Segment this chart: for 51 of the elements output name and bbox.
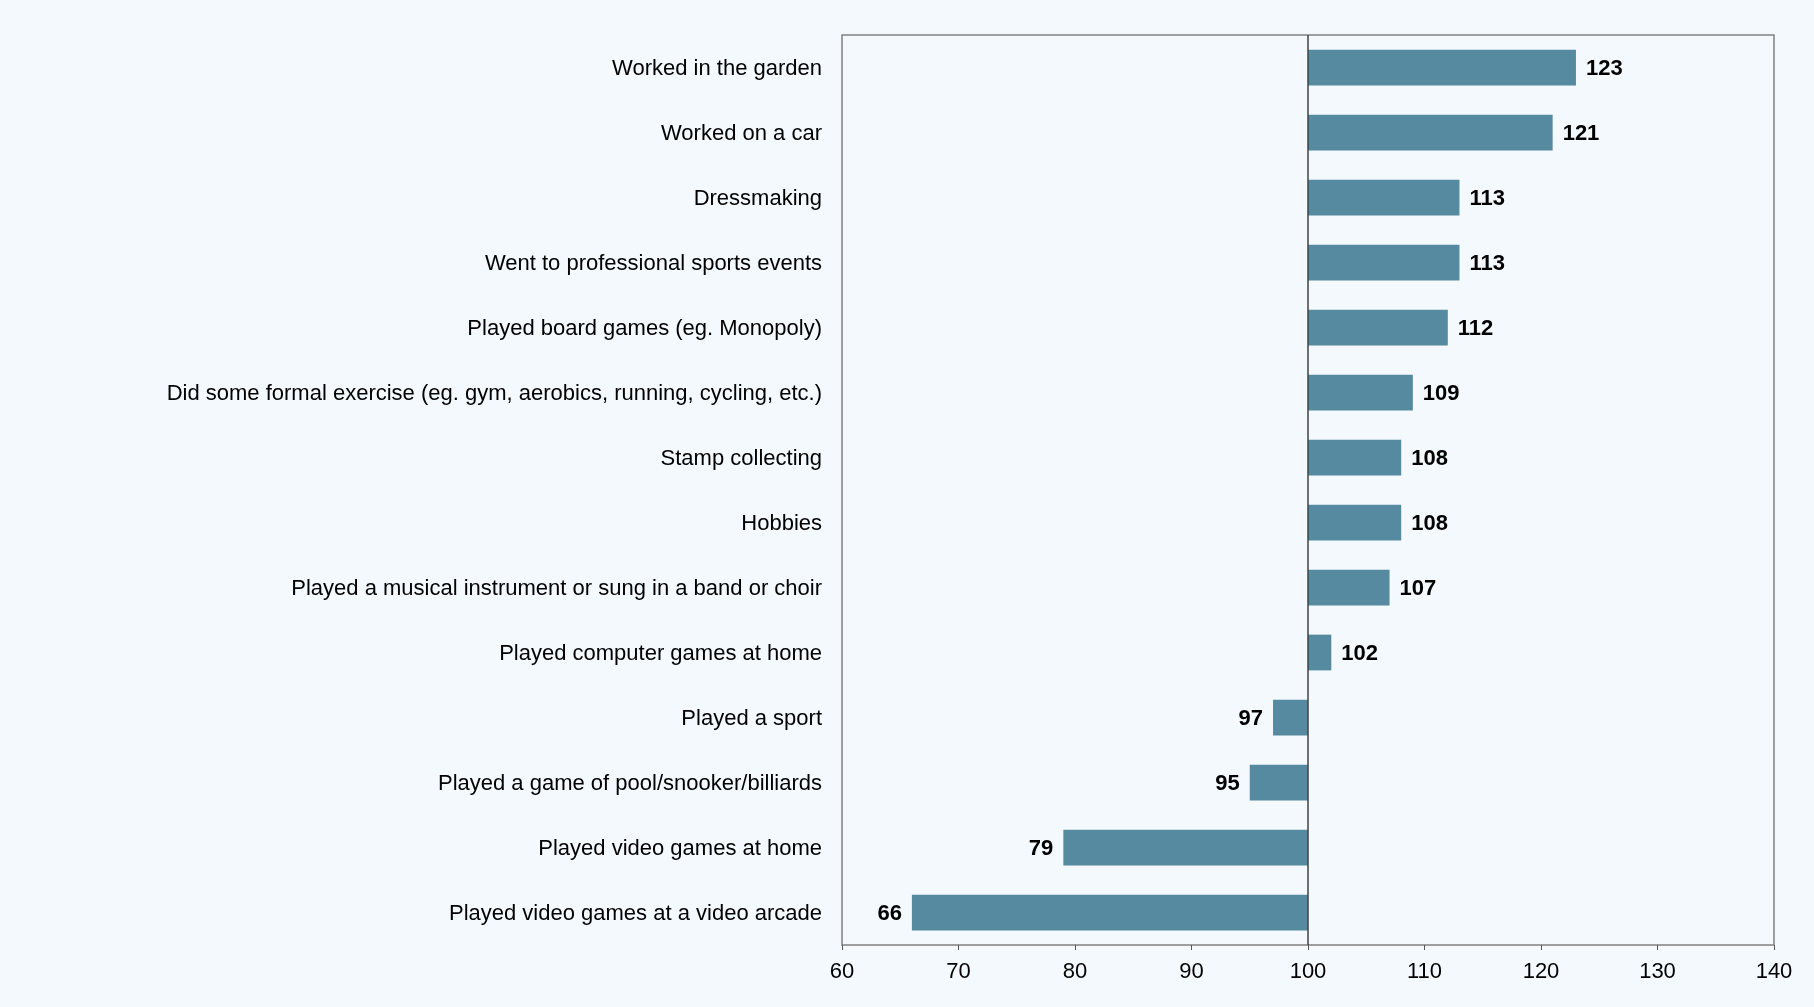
y-tick-label: Played video games at home <box>538 835 822 860</box>
bar <box>1308 504 1402 541</box>
data-label: 108 <box>1411 445 1448 470</box>
bar <box>1273 699 1308 736</box>
y-tick-label: Worked on a car <box>660 120 822 145</box>
bar <box>1308 569 1390 606</box>
data-label: 79 <box>1028 835 1054 860</box>
y-tick-label: Worked in the garden <box>612 55 822 80</box>
data-label: 107 <box>1399 575 1437 600</box>
data-label: 97 <box>1238 705 1264 730</box>
x-tick-label: 60 <box>829 957 855 983</box>
x-tick-label: 120 <box>1522 957 1560 983</box>
x-tick-label: 110 <box>1406 957 1443 983</box>
bar <box>1308 439 1402 476</box>
x-tick-label: 130 <box>1639 957 1676 983</box>
y-tick-label: Played a musical instrument or sung in a band or choir <box>291 575 822 600</box>
bar <box>1308 309 1448 346</box>
data-label: 95 <box>1215 770 1240 795</box>
y-tick-label: Went to professional sports events <box>484 250 822 275</box>
bar <box>1308 244 1460 281</box>
x-tick-label: 140 <box>1755 957 1793 983</box>
bar <box>1308 179 1460 216</box>
y-tick-label: Stamp collecting <box>660 445 822 470</box>
bar <box>1308 634 1332 671</box>
y-tick-label: Played a game of pool/snooker/billiards <box>437 770 822 795</box>
data-label: 66 <box>877 900 902 925</box>
bar <box>1308 374 1413 411</box>
y-tick-label: Hobbies <box>741 510 822 535</box>
data-label: 108 <box>1411 510 1448 535</box>
y-tick-label: Played computer games at home <box>499 640 822 665</box>
y-tick-label: Dressmaking <box>693 185 822 210</box>
bar <box>1308 49 1576 86</box>
y-tick-label: Played a sport <box>681 705 822 730</box>
data-label: 121 <box>1562 120 1600 145</box>
x-tick-label: 90 <box>1179 957 1204 983</box>
x-tick-label: 70 <box>946 957 971 983</box>
x-tick-label: 80 <box>1062 957 1088 983</box>
data-label: 109 <box>1422 380 1460 405</box>
data-label: 113 <box>1469 250 1505 275</box>
data-label: 112 <box>1457 315 1494 340</box>
y-tick-label: Did some formal exercise (eg. gym, aerobics, running, cycling, etc.) <box>166 380 822 405</box>
y-tick-label: Played video games at a video arcade <box>448 900 822 925</box>
bar <box>911 894 1308 931</box>
bar <box>1063 829 1308 866</box>
data-label: 102 <box>1341 640 1379 665</box>
bar <box>1308 114 1553 151</box>
data-label: 123 <box>1585 55 1623 80</box>
y-tick-label: Played board games (eg. Monopoly) <box>467 315 822 340</box>
bar <box>1249 764 1308 801</box>
x-tick-label: 100 <box>1289 957 1327 983</box>
data-label: 113 <box>1469 185 1505 210</box>
